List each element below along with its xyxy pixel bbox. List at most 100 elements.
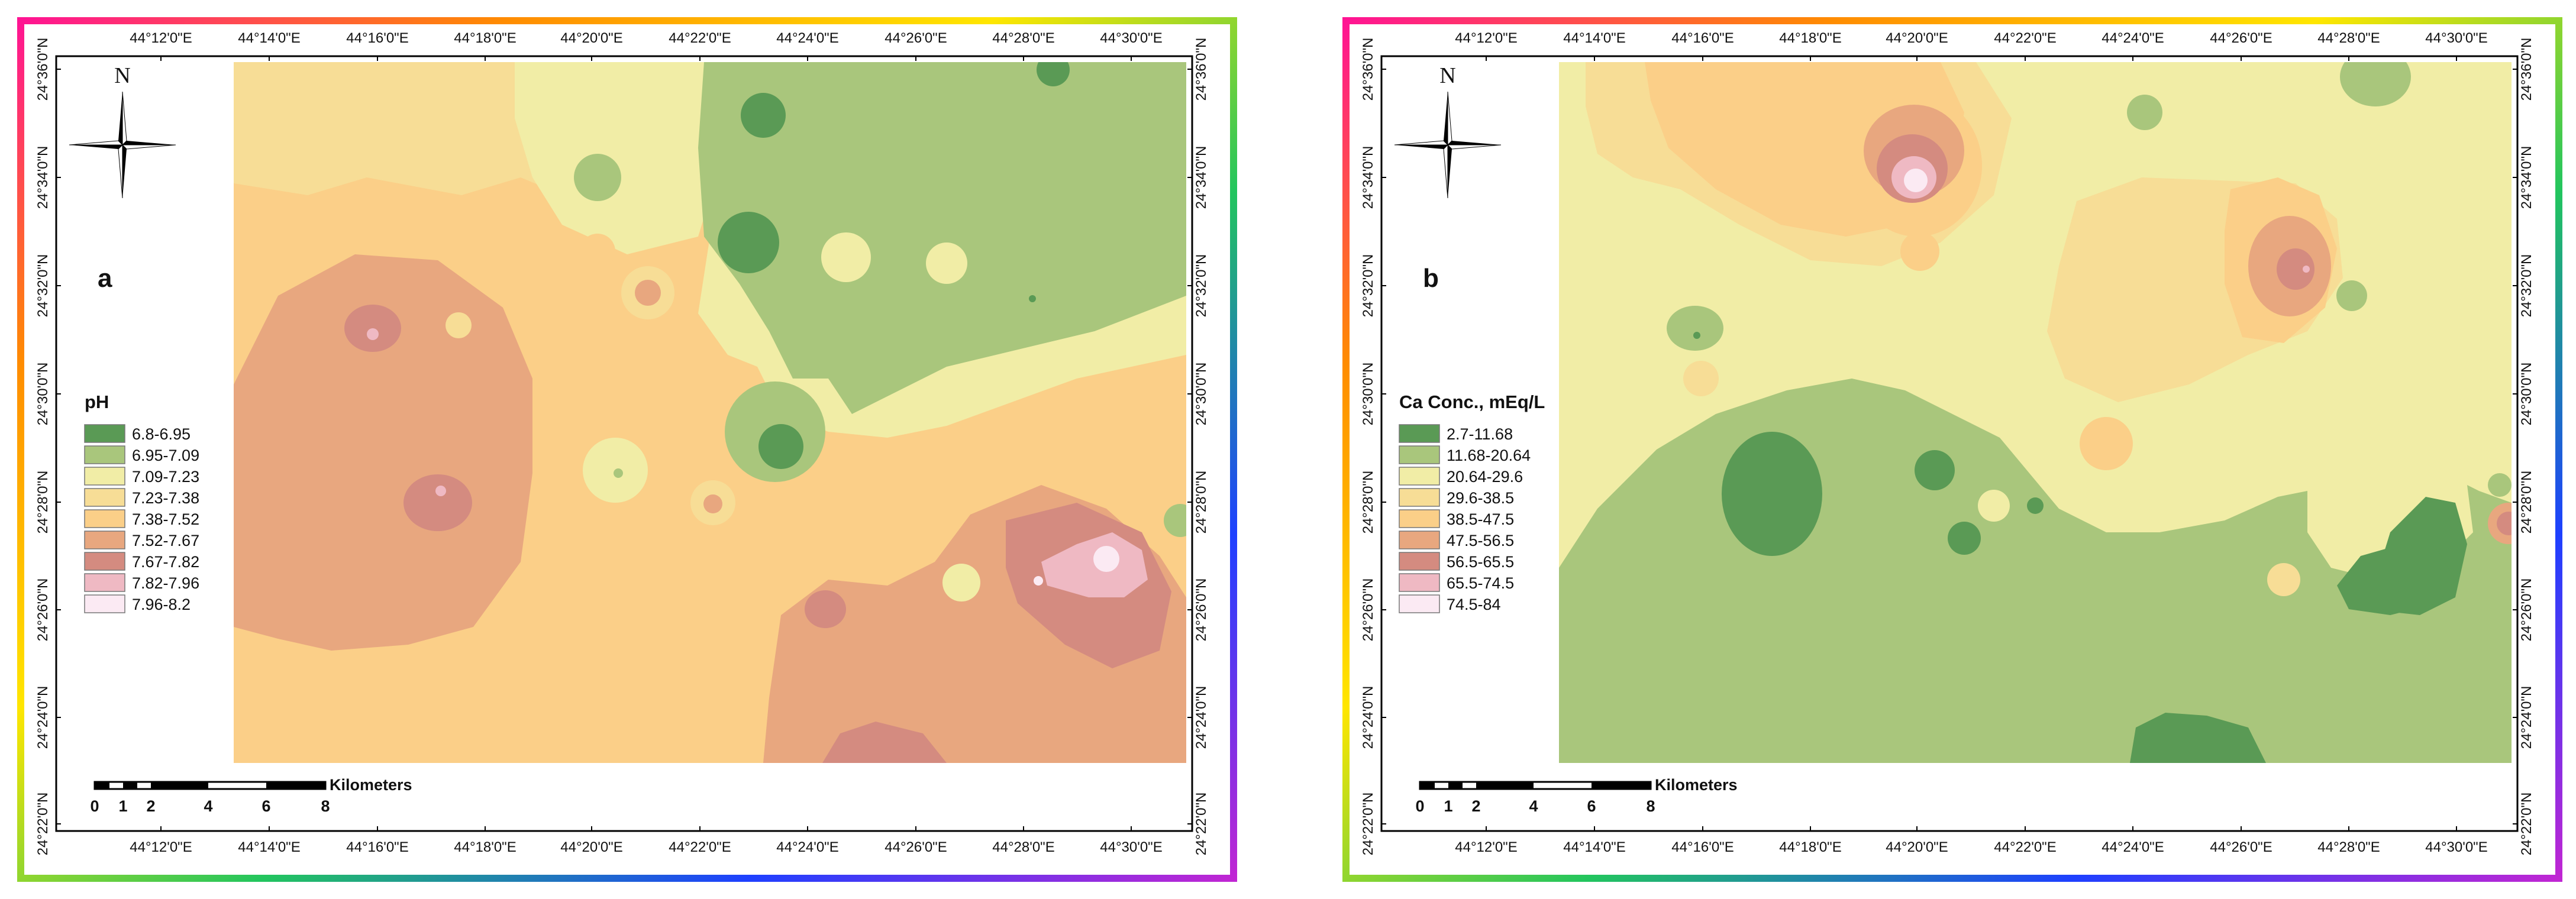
latitude-tick-label: 24°22'0"N	[35, 793, 51, 856]
latitude-tick-label: 24°36'0"N	[35, 38, 51, 101]
latitude-ticks-right: 24°36'0"N 24°34'0"N 24°32'0"N 24°30'0"N 24°2…	[2513, 38, 2535, 856]
longitude-tick-label: 44°22'0"E	[1994, 839, 2056, 855]
longitude-tick-label: 44°16'0"E	[346, 839, 408, 855]
longitude-tick-label: 44°22'0"E	[669, 839, 731, 855]
legend-swatch	[1399, 488, 1440, 507]
latitude-ticks-left: 24°36'0"N 24°34'0"N 24°32'0"N 24°30'0"N 24°2…	[35, 38, 61, 856]
legend-swatch	[1399, 573, 1440, 592]
latitude-tick-label: 24°36'0"N	[1360, 38, 1376, 101]
longitude-tick-label: 44°24'0"E	[2102, 839, 2164, 855]
panel-b-legend: Ca Conc., mEq/L 2.7-11.68 11.68-20.64 20.6…	[1399, 392, 1545, 613]
panel-b-calcium-map: N b Ca Conc., mEq/L 2.7-11.68 11.68-20.64…	[1342, 17, 2562, 882]
legend-swatch	[84, 594, 125, 613]
north-letter: N	[114, 63, 130, 88]
calcium-contour-raster	[1559, 62, 2512, 763]
longitude-tick-label: 44°12'0"E	[1455, 839, 1517, 855]
legend-label: 7.23-7.38	[132, 489, 199, 507]
latitude-tick-label: 24°36'0"N	[1193, 38, 1209, 101]
longitude-tick-label: 44°18'0"E	[1779, 839, 1841, 855]
legend-label: 47.5-56.5	[1447, 532, 1514, 549]
latitude-tick-label: 24°36'0"N	[2519, 38, 2535, 101]
latitude-tick-label: 24°32'0"N	[1360, 254, 1376, 318]
legend-label: 6.8-6.95	[132, 425, 191, 443]
latitude-tick-label: 24°26'0"N	[35, 578, 51, 642]
ph-contour-raster	[234, 62, 1186, 763]
longitude-tick-label: 44°28'0"E	[992, 30, 1054, 46]
legend-label: 65.5-74.5	[1447, 574, 1514, 592]
latitude-tick-label: 24°22'0"N	[1360, 793, 1376, 856]
scale-label: 2	[146, 797, 155, 815]
legend-swatch	[84, 445, 125, 464]
longitude-tick-label: 44°28'0"E	[992, 839, 1054, 855]
longitude-tick-label: 44°28'0"E	[2317, 30, 2380, 46]
latitude-tick-label: 24°30'0"N	[1360, 363, 1376, 426]
longitude-tick-label: 44°22'0"E	[1994, 30, 2056, 46]
longitude-tick-label: 44°30'0"E	[1100, 839, 1162, 855]
longitude-tick-label: 44°18'0"E	[454, 839, 516, 855]
legend-swatch	[84, 509, 125, 528]
latitude-tick-label: 24°32'0"N	[2519, 254, 2535, 318]
latitude-tick-label: 24°28'0"N	[1193, 471, 1209, 534]
scale-label: 8	[1646, 797, 1655, 815]
legend-label: 11.68-20.64	[1447, 447, 1531, 464]
legend-swatch	[1399, 445, 1440, 464]
latitude-tick-label: 24°30'0"N	[35, 363, 51, 426]
panel-a-legend: pH 6.8-6.95 6.95-7.09 7.09-7.23 7.23-7.38 7.…	[84, 392, 199, 613]
latitude-tick-label: 24°22'0"N	[1193, 793, 1209, 856]
north-arrow-icon: N	[69, 63, 176, 199]
latitude-tick-label: 24°26'0"N	[1193, 578, 1209, 642]
legend-swatch	[84, 424, 125, 443]
latitude-ticks-left: 24°36'0"N 24°34'0"N 24°32'0"N 24°30'0"N 24°2…	[1360, 38, 1386, 856]
latitude-tick-label: 24°24'0"N	[1360, 686, 1376, 749]
latitude-tick-label: 24°22'0"N	[2519, 793, 2535, 856]
legend-label: 74.5-84	[1447, 596, 1501, 613]
longitude-ticks-bottom: 44°12'0"E 44°14'0"E 44°16'0"E 44°18'0"E 44°2…	[1455, 826, 2488, 855]
longitude-ticks-top: 44°12'0"E 44°14'0"E 44°16'0"E 44°18'0"E 44°2…	[130, 30, 1163, 61]
legend-title: pH	[85, 392, 109, 412]
north-letter: N	[1439, 63, 1455, 88]
latitude-ticks-right: 24°36'0"N 24°34'0"N 24°32'0"N 24°30'0"N 24°2…	[1187, 38, 1209, 856]
longitude-tick-label: 44°30'0"E	[2425, 30, 2487, 46]
legend-swatch	[84, 531, 125, 549]
longitude-tick-label: 44°16'0"E	[1671, 30, 1734, 46]
scale-label: 1	[1444, 797, 1452, 815]
legend-swatch	[1399, 531, 1440, 549]
longitude-tick-label: 44°18'0"E	[1779, 30, 1841, 46]
legend-label: 7.09-7.23	[132, 468, 199, 486]
longitude-tick-label: 44°20'0"E	[1886, 30, 1948, 46]
scale-label: 6	[1587, 797, 1596, 815]
longitude-tick-label: 44°14'0"E	[1563, 30, 1625, 46]
latitude-tick-label: 24°34'0"N	[1360, 146, 1376, 209]
longitude-tick-label: 44°30'0"E	[2425, 839, 2487, 855]
longitude-tick-label: 44°24'0"E	[776, 839, 838, 855]
scale-label: 4	[204, 797, 212, 815]
legend-label: 20.64-29.6	[1447, 468, 1523, 486]
latitude-tick-label: 24°24'0"N	[1193, 686, 1209, 749]
legend-label: 7.67-7.82	[132, 553, 199, 571]
north-arrow-icon: N	[1394, 63, 1502, 199]
longitude-tick-label: 44°24'0"E	[776, 30, 838, 46]
longitude-tick-label: 44°18'0"E	[454, 30, 516, 46]
longitude-tick-label: 44°26'0"E	[2210, 30, 2272, 46]
legend-swatch	[1399, 594, 1440, 613]
longitude-tick-label: 44°14'0"E	[1563, 839, 1625, 855]
scale-label: 2	[1471, 797, 1480, 815]
longitude-ticks-bottom: 44°12'0"E 44°14'0"E 44°16'0"E 44°18'0"E 44°2…	[130, 826, 1163, 855]
legend-label: 38.5-47.5	[1447, 510, 1514, 528]
latitude-tick-label: 24°30'0"N	[1193, 363, 1209, 426]
scale-label: 4	[1529, 797, 1538, 815]
legend-label: 7.52-7.67	[132, 532, 199, 549]
legend-label: 7.82-7.96	[132, 574, 199, 592]
longitude-ticks-top: 44°12'0"E 44°14'0"E 44°16'0"E 44°18'0"E 44°2…	[1455, 30, 2488, 61]
latitude-tick-label: 24°32'0"N	[35, 254, 51, 318]
longitude-tick-label: 44°20'0"E	[560, 30, 622, 46]
panel-b-frame	[1342, 17, 2562, 882]
longitude-tick-label: 44°12'0"E	[130, 839, 192, 855]
latitude-tick-label: 24°34'0"N	[2519, 146, 2535, 209]
latitude-tick-label: 24°24'0"N	[35, 686, 51, 749]
scale-label: 8	[321, 797, 330, 815]
latitude-tick-label: 24°32'0"N	[1193, 254, 1209, 318]
scale-label: 0	[1415, 797, 1424, 815]
scale-label: 6	[262, 797, 270, 815]
